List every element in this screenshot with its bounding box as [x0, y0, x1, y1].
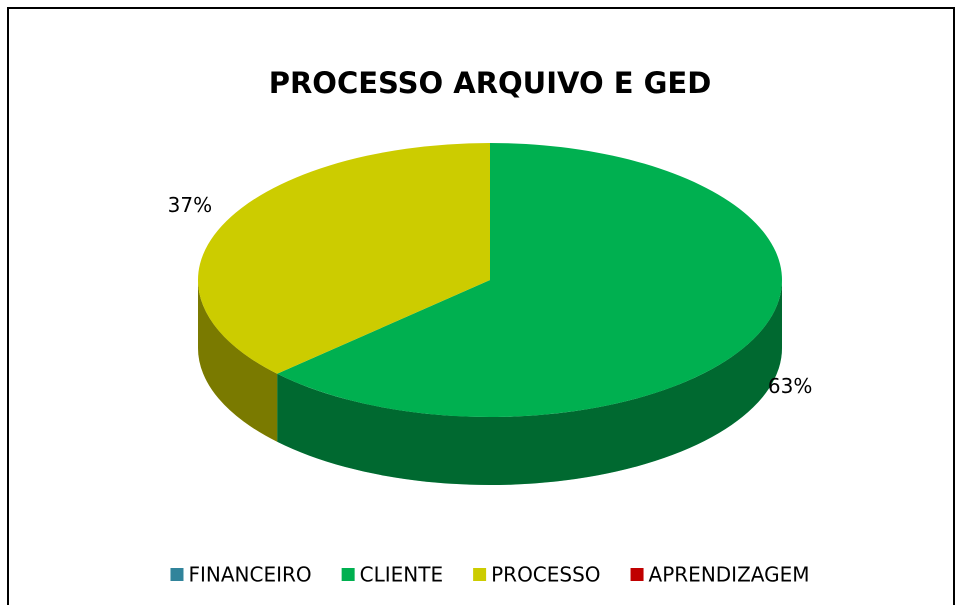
- pie-side-shade: [277, 280, 782, 485]
- legend-label: FINANCEIRO: [188, 563, 311, 587]
- legend: FINANCEIRO CLIENTE PROCESSO APRENDIZAGEM: [170, 563, 810, 587]
- legend-label: PROCESSO: [491, 563, 600, 587]
- pie-side: [277, 280, 782, 485]
- legend-label: APRENDIZAGEM: [649, 563, 810, 587]
- pie-side-shade: [198, 280, 278, 442]
- pie-tops: [198, 143, 782, 418]
- data-label: 37%: [168, 193, 212, 217]
- pie-side: [198, 280, 278, 442]
- legend-label: CLIENTE: [360, 563, 443, 587]
- data-label: 63%: [768, 374, 812, 398]
- legend-swatch: [170, 568, 184, 581]
- legend-swatch: [473, 568, 487, 581]
- pie-slice: [198, 143, 490, 374]
- pie-slice: [277, 143, 782, 418]
- chart-title: PROCESSO ARQUIVO E GED: [269, 66, 712, 100]
- legend-swatch: [341, 568, 355, 581]
- legend-swatch: [630, 568, 644, 581]
- pie-sides: [198, 280, 782, 485]
